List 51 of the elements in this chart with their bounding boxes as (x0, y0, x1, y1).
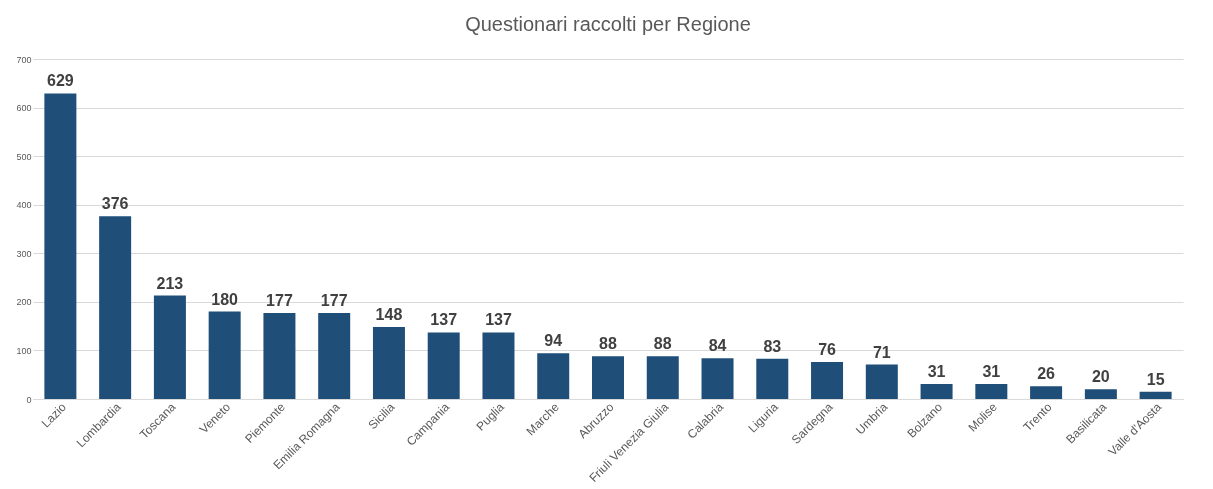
y-tick-label: 600 (16, 103, 32, 114)
y-tick-label: 100 (16, 345, 32, 356)
bar (1139, 391, 1172, 399)
y-tick-label: 300 (16, 248, 32, 259)
data-label: 148 (375, 306, 403, 324)
bar (701, 358, 734, 399)
y-tick-label: 0 (26, 394, 32, 405)
data-label: 15 (1146, 370, 1165, 388)
bar (1030, 386, 1063, 399)
bar (372, 327, 405, 399)
bar (153, 295, 186, 399)
bar (920, 383, 953, 399)
data-label: 376 (101, 195, 129, 213)
data-label: 137 (485, 311, 512, 329)
data-label: 177 (266, 292, 293, 310)
data-label: 76 (818, 341, 837, 359)
y-tick-label: 500 (16, 151, 32, 162)
bar (208, 311, 241, 399)
bar (537, 353, 570, 399)
bar (99, 216, 132, 399)
bar (263, 313, 296, 399)
data-label: 180 (211, 290, 239, 308)
y-tick-label: 700 (16, 54, 32, 65)
y-tick-label: 400 (16, 200, 32, 211)
data-label: 88 (653, 335, 672, 353)
data-label: 213 (156, 274, 184, 292)
bar (482, 332, 515, 399)
data-label: 31 (927, 362, 946, 380)
bar (811, 362, 844, 399)
data-label: 71 (872, 343, 891, 361)
data-label: 137 (430, 311, 458, 329)
bar (865, 364, 898, 399)
bar (44, 93, 77, 399)
data-label: 88 (599, 335, 617, 353)
data-label: 94 (544, 332, 563, 350)
bar (756, 358, 789, 399)
bar (427, 332, 460, 399)
data-label: 20 (1091, 368, 1110, 386)
y-tick-label: 200 (16, 297, 32, 308)
data-label: 84 (708, 337, 727, 355)
bar (318, 313, 351, 399)
data-label: 26 (1037, 365, 1056, 383)
data-label: 83 (763, 337, 782, 355)
data-label: 629 (47, 72, 74, 90)
chart-title: Questionari raccolti per Regione (465, 13, 751, 35)
bar (592, 356, 624, 399)
bar (1084, 389, 1117, 399)
data-label: 177 (320, 292, 348, 310)
bar (646, 356, 679, 399)
bar (975, 383, 1008, 399)
data-label: 31 (982, 362, 1001, 380)
